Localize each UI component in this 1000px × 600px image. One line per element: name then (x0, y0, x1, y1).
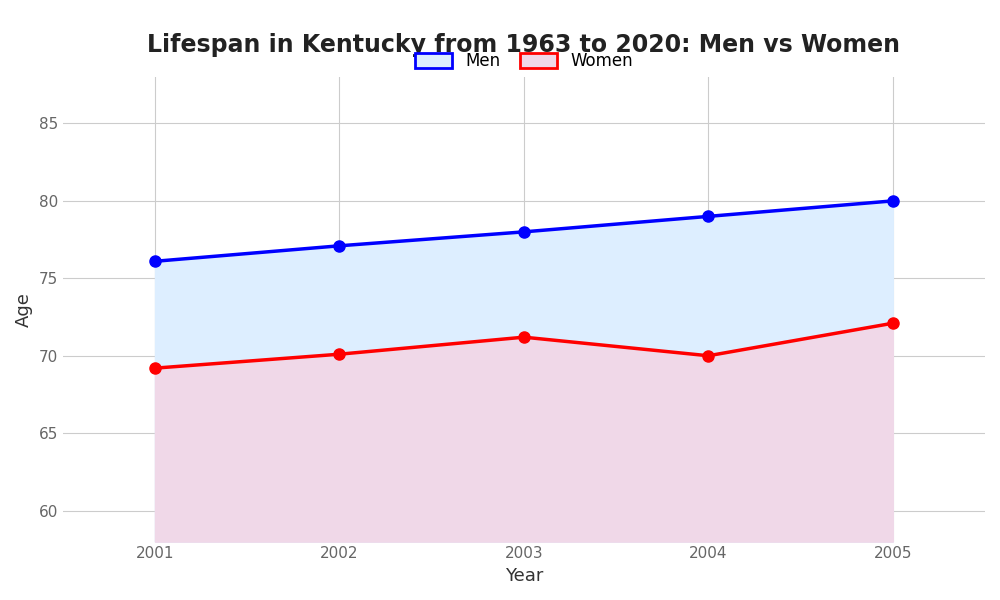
Legend: Men, Women: Men, Women (407, 44, 641, 78)
Title: Lifespan in Kentucky from 1963 to 2020: Men vs Women: Lifespan in Kentucky from 1963 to 2020: … (147, 33, 900, 57)
Y-axis label: Age: Age (15, 292, 33, 327)
X-axis label: Year: Year (505, 567, 543, 585)
